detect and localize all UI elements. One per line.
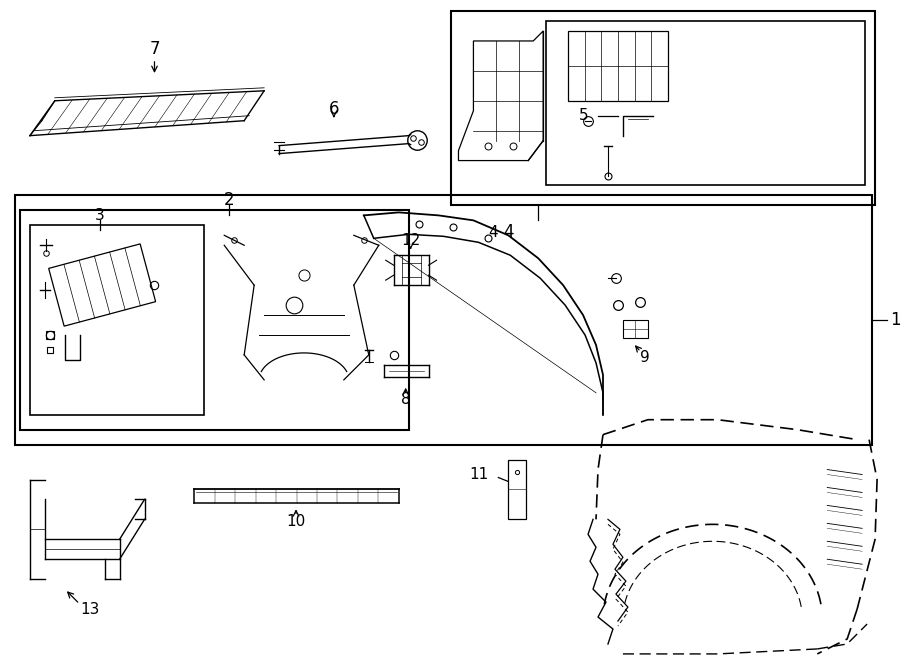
Bar bbox=[452, 11, 875, 206]
Bar bbox=[20, 210, 409, 430]
Bar bbox=[546, 21, 865, 186]
Bar bbox=[49, 244, 156, 326]
Bar bbox=[15, 196, 872, 445]
Text: 6: 6 bbox=[328, 100, 339, 118]
Text: 13: 13 bbox=[80, 602, 99, 617]
Text: 8: 8 bbox=[400, 392, 410, 407]
Bar bbox=[46, 331, 54, 339]
Text: 2: 2 bbox=[224, 192, 235, 210]
Bar bbox=[623, 320, 648, 338]
Bar bbox=[568, 31, 668, 100]
Text: 12: 12 bbox=[401, 233, 420, 248]
Text: 10: 10 bbox=[286, 514, 306, 529]
Text: 5: 5 bbox=[579, 108, 588, 123]
Text: 1: 1 bbox=[890, 311, 900, 329]
Text: 4: 4 bbox=[503, 223, 514, 241]
Text: 4: 4 bbox=[489, 225, 499, 240]
Text: 7: 7 bbox=[149, 40, 159, 58]
Text: 3: 3 bbox=[94, 208, 104, 223]
Text: 11: 11 bbox=[469, 467, 489, 482]
Text: 9: 9 bbox=[640, 350, 650, 366]
Bar bbox=[30, 225, 204, 414]
Bar bbox=[508, 459, 526, 520]
